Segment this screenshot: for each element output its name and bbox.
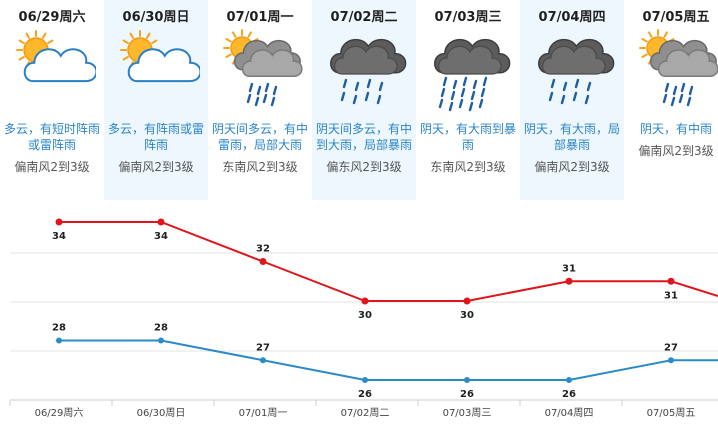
forecast-day: 07/03周三阴天，有大雨到暴雨东南风2到3级 — [416, 0, 520, 200]
chart-value-labels: 34 34 32 30 30 31 31 28 28 27 26 26 26 27 — [52, 231, 678, 400]
temp-point — [565, 277, 573, 285]
temp-point — [56, 337, 62, 344]
temp-point — [259, 258, 267, 265]
temp-value-label: 30 — [460, 310, 474, 321]
temp-value-label: 34 — [154, 231, 168, 242]
forecast-strip: 06/29周六 多云，有短时阵雨或雷阵雨 偏南风2到3级 06/30周日 多云，有阵雨或… — [0, 0, 718, 200]
forecast-day: 07/01周一阴天间多云，有中雷雨，局部大雨东南风2到3级 — [208, 0, 312, 200]
temp-point — [464, 377, 470, 383]
forecast-wind: 东南风2到3级 — [222, 160, 298, 174]
temp-point — [463, 297, 471, 305]
x-axis-label: 07/01周一 — [239, 407, 288, 419]
sun-cloud-rain-icon — [216, 28, 304, 116]
forecast-day: 07/02周二阴天间多云，有中到大雨，局部暴雨偏东风2到3级 — [312, 0, 416, 200]
temp-point — [157, 218, 165, 226]
forecast-description: 阴天，有中雨 — [639, 122, 712, 136]
temp-point — [361, 297, 369, 305]
forecast-description: 阴天间多云，有中雷雨，局部大雨 — [212, 122, 309, 152]
temp-point — [362, 377, 368, 383]
low-temp-line — [59, 339, 718, 381]
forecast-wind: 偏南风2到3级 — [118, 160, 194, 174]
x-axis-label: 06/30周日 — [137, 407, 186, 419]
forecast-date: 06/29周六 — [18, 10, 86, 25]
forecast-day: 06/30周日多云，有阵雨或雷阵雨偏南风2到3级 — [104, 0, 208, 200]
temp-point — [566, 377, 572, 383]
x-axis-label: 07/02周二 — [341, 407, 390, 419]
temp-point — [668, 357, 674, 364]
temp-point — [55, 218, 63, 226]
partly-cloudy-sun-icon — [112, 28, 202, 116]
forecast-date: 07/01周一 — [226, 10, 294, 25]
temp-value-label: 27 — [256, 342, 270, 353]
chart-series — [55, 218, 718, 383]
temp-value-label: 26 — [562, 389, 576, 400]
x-axis-label: 07/04周四 — [545, 407, 594, 419]
sun-cloud-rain-icon — [632, 28, 718, 116]
dark-cloud-heavy-rain-icon — [424, 28, 512, 116]
chart-x-axis: 06/29周六 06/30周日 07/01周一 07/02周二 07/03周三 07/04… — [9, 399, 718, 419]
forecast-description: 多云，有阵雨或雷阵雨 — [108, 122, 205, 152]
forecast-day: 06/29周六多云，有短时阵雨或雷阵雨偏南风2到3级 — [0, 0, 104, 200]
temp-value-label: 26 — [460, 389, 474, 400]
forecast-wind: 东南风2到3级 — [430, 160, 506, 174]
temp-value-label: 34 — [52, 231, 66, 242]
temp-point — [260, 357, 266, 364]
temp-point — [158, 337, 164, 344]
temp-value-label: 31 — [664, 290, 678, 301]
forecast-date: 07/03周三 — [434, 10, 502, 25]
forecast-day: 07/05周五 阴天，有中雨 偏南风2到3级 — [624, 0, 718, 200]
forecast-date: 07/05周五 — [642, 10, 710, 25]
high-temp-line — [59, 221, 718, 302]
forecast-date: 07/02周二 — [330, 10, 398, 25]
x-axis-label: 07/05周五 — [647, 407, 696, 419]
forecast-wind: 偏南风2到3级 — [638, 144, 714, 158]
forecast-description: 阴天，有大雨到暴雨 — [420, 122, 517, 152]
dark-cloud-rain-icon — [528, 28, 616, 116]
temp-value-label: 28 — [52, 323, 66, 334]
forecast-wind: 偏南风2到3级 — [14, 160, 90, 174]
temp-value-label: 32 — [256, 244, 270, 255]
temp-value-label: 26 — [358, 389, 372, 400]
forecast-day: 07/04周四阴天，有大雨，局部暴雨偏南风2到3级 — [520, 0, 624, 200]
x-axis-label: 06/29周六 — [35, 407, 84, 419]
forecast-wind: 偏东风2到3级 — [326, 160, 402, 174]
forecast-description: 阴天，有大雨，局部暴雨 — [524, 122, 621, 152]
temp-value-label: 30 — [358, 310, 372, 321]
dark-cloud-rain-icon — [320, 28, 408, 116]
forecast-description: 阴天间多云，有中到大雨，局部暴雨 — [316, 122, 413, 152]
temp-value-label: 28 — [154, 323, 168, 334]
temp-point — [667, 277, 675, 285]
forecast-description: 多云，有短时阵雨或雷阵雨 — [4, 122, 101, 152]
temp-value-label: 31 — [562, 263, 576, 274]
temperature-chart: 34 34 32 30 30 31 31 28 28 27 26 26 26 27 06/29周六 06/3… — [9, 218, 718, 419]
partly-cloudy-sun-icon — [8, 28, 98, 116]
forecast-date: 07/04周四 — [538, 10, 606, 25]
forecast-wind: 偏南风2到3级 — [534, 160, 610, 174]
temp-value-label: 27 — [664, 342, 678, 353]
forecast-date: 06/30周日 — [122, 10, 190, 25]
x-axis-label: 07/03周三 — [443, 407, 492, 419]
